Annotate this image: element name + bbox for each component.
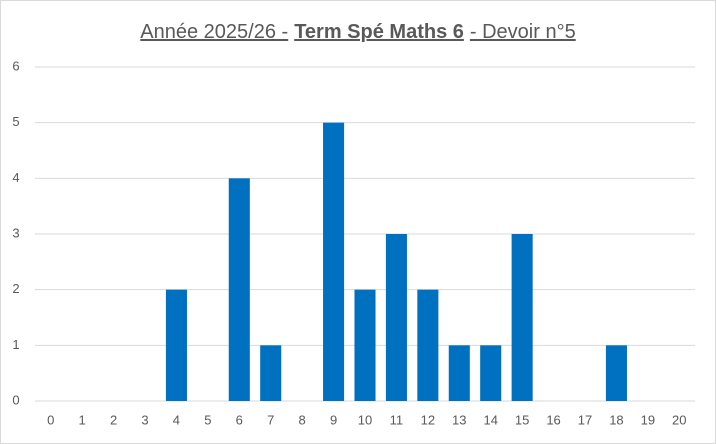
bar <box>480 345 502 401</box>
bar <box>385 234 407 401</box>
x-tick-label: 10 <box>358 412 372 427</box>
x-tick-label: 2 <box>110 412 117 427</box>
title-part: - Devoir n°5 <box>470 21 576 43</box>
x-tick-label: 6 <box>236 412 243 427</box>
x-tick-label: 3 <box>141 412 148 427</box>
x-tick-label: 8 <box>299 412 306 427</box>
x-tick-label: 11 <box>390 412 404 427</box>
x-tick-label: 4 <box>173 412 180 427</box>
x-tick-label: 13 <box>452 412 466 427</box>
y-tick-label: 2 <box>12 281 19 296</box>
bar <box>417 289 439 401</box>
y-tick-label: 4 <box>12 170 19 185</box>
x-tick-label: 20 <box>672 412 686 427</box>
x-tick-label: 7 <box>267 412 274 427</box>
y-tick-label: 1 <box>12 337 19 352</box>
x-tick-label: 16 <box>546 412 560 427</box>
y-tick-label: 5 <box>12 114 19 129</box>
title-part: Année 2025/26 - <box>140 21 288 43</box>
x-tick-label: 17 <box>578 412 592 427</box>
bar <box>354 289 376 401</box>
bar <box>511 234 533 401</box>
x-tick-label: 1 <box>79 412 86 427</box>
x-tick-label: 14 <box>483 412 497 427</box>
bar <box>228 178 250 401</box>
y-tick-label: 6 <box>12 58 19 73</box>
x-tick-label: 0 <box>47 412 54 427</box>
bar <box>323 122 345 402</box>
bar <box>260 345 282 401</box>
y-tick-label: 3 <box>12 225 19 240</box>
x-tick-label: 9 <box>330 412 337 427</box>
bar <box>448 345 470 401</box>
x-tick-label: 18 <box>609 412 623 427</box>
x-tick-label: 19 <box>641 412 655 427</box>
x-tick-label: 15 <box>515 412 529 427</box>
x-tick-label: 12 <box>421 412 435 427</box>
bar <box>605 345 627 401</box>
chart-title: Année 2025/26 - Term Spé Maths 6 - Devoir … <box>140 21 575 43</box>
bar <box>165 289 187 401</box>
y-tick-label: 0 <box>12 392 19 407</box>
x-tick-label: 5 <box>204 412 211 427</box>
title-part: Term Spé Maths 6 <box>294 21 464 43</box>
